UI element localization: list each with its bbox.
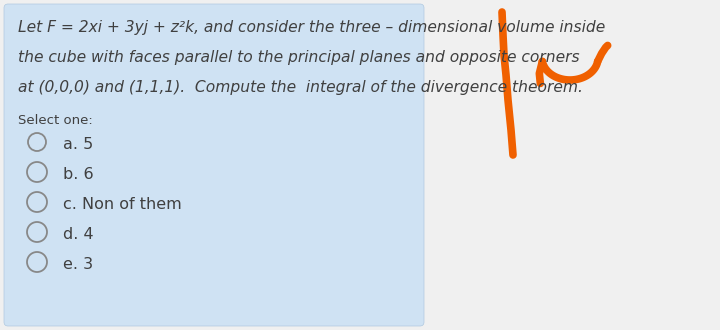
Text: the cube with faces parallel to the principal planes and opposite corners: the cube with faces parallel to the prin… bbox=[18, 50, 580, 65]
Text: a. 5: a. 5 bbox=[63, 137, 94, 152]
Text: Let F = 2xi + 3yj + z²k, and consider the three – dimensional volume inside: Let F = 2xi + 3yj + z²k, and consider th… bbox=[18, 20, 606, 35]
Text: c. Non of them: c. Non of them bbox=[63, 197, 181, 212]
Text: b. 6: b. 6 bbox=[63, 167, 94, 182]
Text: Select one:: Select one: bbox=[18, 114, 93, 127]
Text: d. 4: d. 4 bbox=[63, 227, 94, 242]
Text: e. 3: e. 3 bbox=[63, 257, 93, 272]
Text: at (0,0,0) and (1,1,1).  Compute the  integral of the divergence theorem.: at (0,0,0) and (1,1,1). Compute the inte… bbox=[18, 80, 583, 95]
FancyBboxPatch shape bbox=[4, 4, 424, 326]
